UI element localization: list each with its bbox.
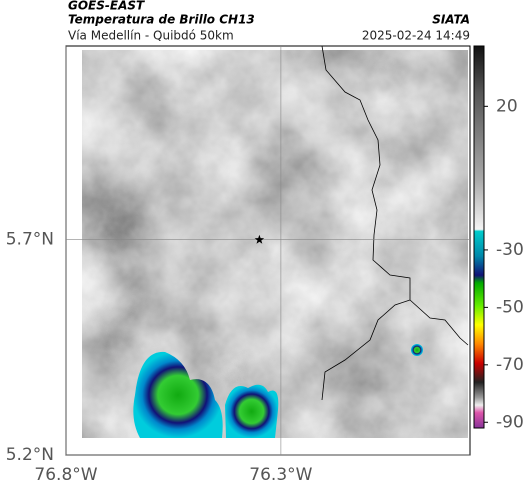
route: Vía Medellín - Quibdó 50km <box>68 29 234 43</box>
timestamp: 2025-02-24 14:49 <box>362 29 470 43</box>
y-tick-label: 5.7°N <box>6 230 54 250</box>
subtitle: Temperatura de Brillo CH13 <box>68 13 255 27</box>
storm-cells <box>133 344 423 438</box>
location-marker <box>254 234 265 244</box>
source: SIATA <box>432 13 470 27</box>
colorbar <box>473 45 485 429</box>
colorbar-tick-label: -70 <box>496 355 524 375</box>
colorbar-tick-label: 20 <box>496 96 518 116</box>
x-tick-label: 76.8°W <box>34 465 97 485</box>
colorbar-tick-label: -50 <box>496 297 524 317</box>
x-tick-label: 76.3°W <box>249 465 312 485</box>
boundaries <box>321 45 469 401</box>
title: GOES-EAST <box>68 0 145 13</box>
colorbar-tick-label: -30 <box>496 240 524 260</box>
y-tick-label: 5.2°N <box>6 445 54 465</box>
colorbar-tick-label: -90 <box>496 412 524 432</box>
